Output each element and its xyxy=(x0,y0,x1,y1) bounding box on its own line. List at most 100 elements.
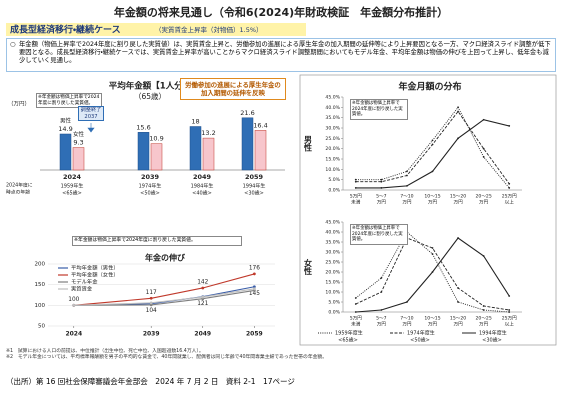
category-age: <50歳> xyxy=(140,190,160,197)
x-tick-label: 2049 xyxy=(194,331,211,338)
bar xyxy=(254,130,267,171)
y-tick-label: 45.0% xyxy=(325,95,340,101)
point xyxy=(431,139,434,142)
point xyxy=(508,125,511,127)
y-tick-label: 45.0% xyxy=(325,220,340,226)
bar xyxy=(189,126,202,171)
x-tick-label: 以上 xyxy=(505,199,515,206)
point xyxy=(72,303,76,307)
bullet: ○ xyxy=(10,41,16,48)
point xyxy=(354,297,357,299)
chart-title: 年金月額の分布 xyxy=(398,81,461,93)
x-tick-label: 未満 xyxy=(351,321,361,328)
point xyxy=(354,178,357,181)
x-tick-label: 万円 xyxy=(377,200,387,206)
y-tick-label: 40.0% xyxy=(325,230,340,236)
point xyxy=(482,255,485,257)
point xyxy=(149,301,153,305)
point xyxy=(380,187,383,189)
value-label: 142 xyxy=(197,279,208,285)
bar xyxy=(150,143,163,171)
x-tick-label: 2059 xyxy=(246,331,263,338)
point xyxy=(201,295,205,299)
y-tick-label: 20.0% xyxy=(325,270,340,276)
point xyxy=(457,237,459,239)
x-tick-label: 以上 xyxy=(505,321,515,328)
point xyxy=(508,309,511,311)
x-tick-label: 未満 xyxy=(351,199,361,206)
point xyxy=(482,118,485,121)
category-label: 2039 xyxy=(141,173,160,181)
value-label: 16.4 xyxy=(253,121,267,129)
x-tick-label: 5～7 xyxy=(376,316,387,322)
y-tick-label: 5.0% xyxy=(328,177,340,183)
x-tick-label: 15～20 xyxy=(450,194,466,200)
point xyxy=(380,309,383,311)
x-tick-label: 万円 xyxy=(377,322,387,328)
y-tick-label: 30.0% xyxy=(325,126,340,132)
category-label: 2024 xyxy=(63,173,82,181)
y-tick-label: 35.0% xyxy=(325,115,340,121)
y-tick-label: 15.0% xyxy=(325,280,340,286)
notes: ※1 試算における人口の前提は、中位推計（出生中位、死亡中位、入国超過数16.4… xyxy=(6,349,556,361)
category-age: <65歳> xyxy=(62,190,82,197)
value-label: 14.9 xyxy=(58,125,72,133)
x-tick-label: 25万円 xyxy=(502,194,517,200)
value-label: 145 xyxy=(249,291,260,297)
point xyxy=(457,301,459,303)
y-tick-label: 35.0% xyxy=(325,240,340,246)
value-label: 104 xyxy=(146,308,157,314)
point xyxy=(406,170,408,173)
x-tick-label: 20～25 xyxy=(475,194,491,200)
value-label: 21.6 xyxy=(240,109,254,117)
legend-label: 1974年度生 xyxy=(407,330,435,337)
series-line xyxy=(73,288,255,306)
point xyxy=(457,287,459,289)
y-tick-label: 0.0% xyxy=(328,310,340,316)
series-line xyxy=(355,119,510,189)
point xyxy=(354,187,357,189)
value-label: 10.9 xyxy=(149,135,163,143)
legend-label: 1994年度生 xyxy=(479,330,507,337)
x-tick-label: 5～7 xyxy=(376,194,387,200)
x-tick-label: 万円 xyxy=(428,200,438,206)
note: ※2 モデル年金については、平均標準報酬額を男子の平均的な賃金で、40年間就業し… xyxy=(6,354,328,360)
y-tick-label: 25.0% xyxy=(325,136,340,142)
callout: 労働参加の進展による厚生年金の加入期間の延伸を反映 xyxy=(180,78,286,100)
note-box: ※年金額は物価上昇率で2024年度に割り戻した実質値。 xyxy=(350,224,408,245)
category-birth: 1994年生 xyxy=(243,183,266,190)
y-tick-label: 40.0% xyxy=(325,105,340,111)
point xyxy=(380,277,383,279)
y-tick-label: 200 xyxy=(35,262,46,268)
point xyxy=(482,309,485,311)
x-tick-label: 15～20 xyxy=(450,316,466,322)
category-age: <40歳> xyxy=(192,190,212,197)
legend-label: 男性 xyxy=(60,116,72,124)
bar xyxy=(59,133,72,171)
point xyxy=(457,137,459,140)
category-age: <30歳> xyxy=(244,190,264,197)
summary-box: ○ 年金額（物価上昇率で2024年度に割り戻した実質値）は、実質賃金上昇と、労働… xyxy=(6,38,556,72)
case-note: （実質賃金上昇率（対物価）1.5%） xyxy=(155,25,263,34)
legend-label: 平均年金額（男性） xyxy=(71,264,119,272)
point xyxy=(482,305,485,307)
point xyxy=(431,170,434,173)
panel-label: 男性 xyxy=(304,136,313,153)
legend-label: 実質賃金 xyxy=(71,285,93,293)
point xyxy=(354,303,357,305)
x-tick-label: 2039 xyxy=(143,331,160,338)
series-line xyxy=(355,237,510,313)
page-title: 年金額の将来見通し（令和6(2024)年財政検証 年金額分布推計） xyxy=(114,5,448,19)
note-box: ※年金額は物価上昇率で2024年度に割り戻した実質値。 xyxy=(350,99,408,120)
y-tick-label: 10.0% xyxy=(325,167,340,173)
point xyxy=(457,106,459,109)
legend-age: <50歳> xyxy=(410,337,430,344)
point xyxy=(508,182,511,185)
x-tick-label: 万円 xyxy=(453,322,463,328)
point xyxy=(201,286,205,290)
point xyxy=(252,272,256,276)
summary: 年金額（物価上昇率で2024年度に割り戻した実質値）は、実質賃金上昇と、労働参加… xyxy=(19,41,551,64)
y-tick-label: 10.0% xyxy=(325,290,340,296)
